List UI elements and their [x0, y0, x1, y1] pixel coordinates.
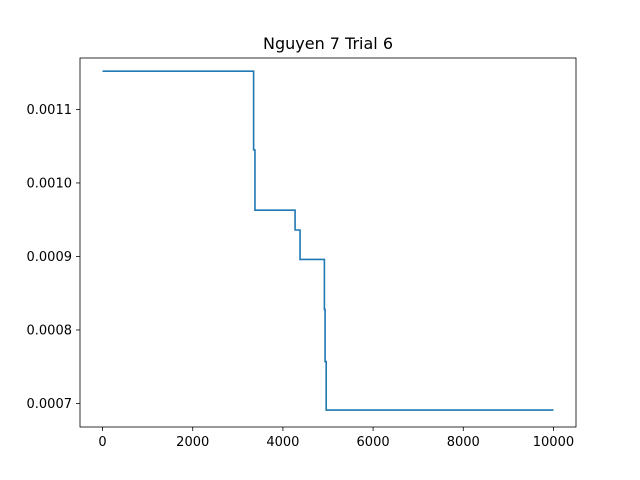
x-tick-label: 0: [98, 435, 106, 450]
y-tick-label: 0.0008: [27, 323, 73, 338]
x-tick-label: 6000: [357, 435, 390, 450]
y-tick-label: 0.0009: [27, 250, 73, 265]
x-tick-label: 8000: [447, 435, 480, 450]
x-tick-label: 4000: [266, 435, 299, 450]
axes-frame: [79, 57, 577, 428]
y-tick-label: 0.0010: [27, 176, 73, 191]
y-tick-label: 0.0007: [27, 397, 73, 412]
plot-area: 0 2000 4000 6000 8000 10000 0.0007 0.0008 0.0009…: [27, 57, 577, 450]
x-tick-label: 10000: [533, 435, 574, 450]
chart-title: Nguyen 7 Trial 6: [263, 34, 393, 53]
series-line-0: [102, 70, 554, 411]
x-tick-label: 2000: [176, 435, 209, 450]
y-tick-label: 0.0011: [27, 103, 73, 118]
